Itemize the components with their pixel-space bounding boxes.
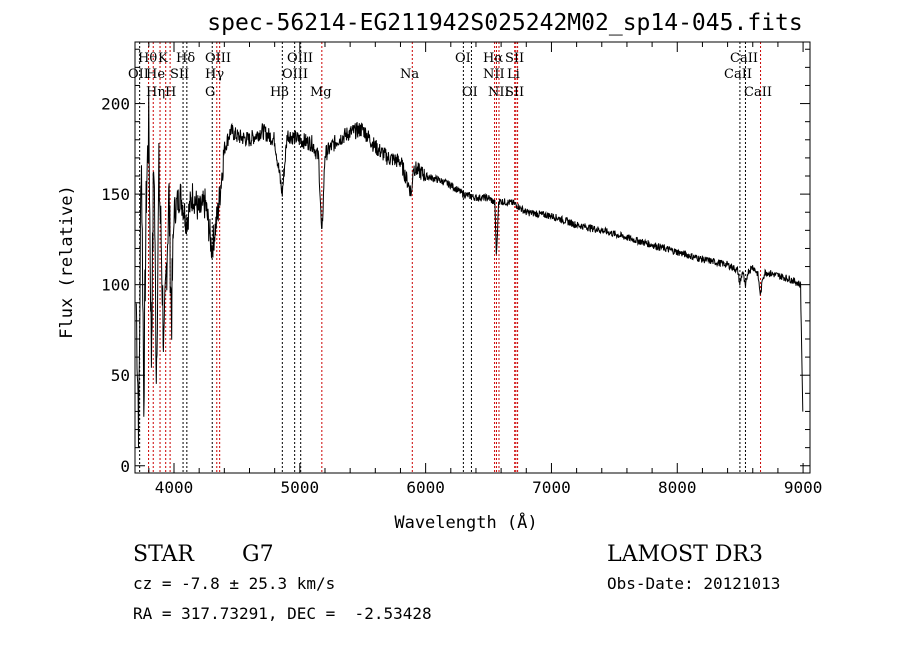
y-tick-label: 200 [101,95,130,114]
line-marker-label: OII [128,67,149,82]
x-tick-label: 7000 [532,478,571,497]
line-marker-label: CaII [730,51,758,66]
line-marker-label: Hη [146,85,165,100]
line-marker-label: G [205,85,215,100]
line-marker-label: Hδ [176,51,195,66]
line-marker-label: Na [400,67,419,82]
line-marker-label: OIII [287,51,313,66]
plot-frame [134,41,811,474]
line-marker-label: SII [170,67,189,82]
redshift-text: cz = -7.8 ± 25.3 km/s [133,574,335,593]
line-marker-label: Hγ [205,67,224,82]
spectrum-line [135,90,804,448]
line-marker-label: OIII [282,67,308,82]
line-marker-label: CaII [724,67,752,82]
y-axis-label: Flux (relative) [57,185,77,339]
x-tick-label: 8000 [658,478,697,497]
line-marker-label: OIII [205,51,231,66]
y-tick-label: 50 [111,366,130,385]
chart-title: spec-56214-EG211942S025242M02_sp14-045.f… [207,10,802,36]
coordinates-text: RA = 317.73291, DEC = -2.53428 [133,604,432,623]
line-marker-label: Hβ [270,85,289,100]
x-tick-label: 6000 [406,478,445,497]
line-marker-label: NII [483,67,505,82]
y-tick-label: 0 [120,457,130,476]
line-marker-label: SII [505,85,524,100]
object-subclass: G7 [242,542,274,567]
line-marker-label: SII [505,51,524,66]
y-tick-label: 150 [101,185,130,204]
obs-date-text: Obs-Date: 20121013 [607,574,780,593]
line-marker-label: Mg [310,85,332,100]
line-marker-label: Li [507,67,520,82]
x-tick-label: 4000 [155,478,194,497]
x-tick-label: 5000 [281,478,320,497]
line-marker-label: OI [455,51,471,66]
line-marker-label: CaII [744,85,772,100]
line-marker-label: K [158,51,168,66]
object-class: STAR [133,542,195,567]
survey-name: LAMOST DR3 [607,542,763,567]
line-marker-label: Hα [483,51,503,66]
y-tick-label: 100 [101,276,130,295]
line-marker-label: NII [488,85,510,100]
line-marker-label: Hθ [138,51,157,66]
line-marker-label: He [146,67,165,82]
x-axis-label: Wavelength (Å) [394,511,537,533]
x-tick-label: 9000 [784,478,823,497]
line-marker-label: OI [462,85,478,100]
line-marker-label: H [165,85,176,100]
